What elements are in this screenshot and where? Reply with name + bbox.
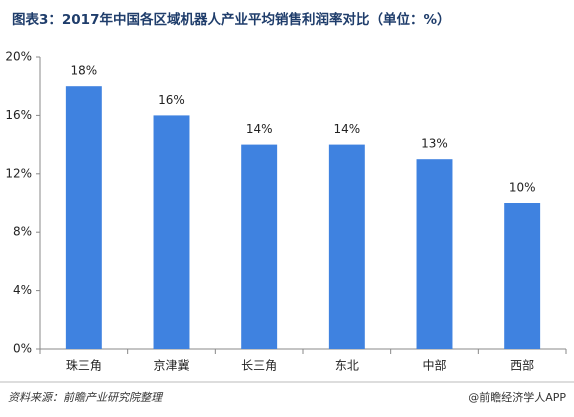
value-label: 14% [333,122,360,136]
x-tick-label: 中部 [422,358,446,373]
bar [241,144,278,349]
bar [328,144,365,349]
source-note: 资料来源：前瞻产业研究院整理 [8,391,164,404]
bar [65,86,102,349]
x-tick-label: 京津冀 [153,359,189,373]
value-label: 10% [509,181,536,195]
y-tick-label: 20% [5,50,32,64]
y-tick-label: 8% [13,225,32,239]
x-tick-label: 东北 [335,359,359,373]
bar [153,115,190,350]
bar [504,203,541,349]
bar [416,159,453,349]
value-label: 13% [421,137,448,151]
y-tick-label: 0% [13,342,32,356]
x-tick-label: 西部 [510,358,534,373]
value-label: 16% [158,93,185,107]
value-label: 18% [70,64,97,78]
watermark: @前瞻经济学人APP [468,390,566,404]
y-tick-label: 4% [13,283,32,297]
y-tick-label: 12% [5,166,32,180]
value-label: 14% [246,122,273,136]
chart-title: 图表3：2017年中国各区域机器人产业平均销售利润率对比（单位：%） [12,11,451,28]
y-tick-label: 16% [5,108,32,122]
x-tick-label: 珠三角 [66,359,102,373]
x-tick-label: 长三角 [241,359,277,373]
